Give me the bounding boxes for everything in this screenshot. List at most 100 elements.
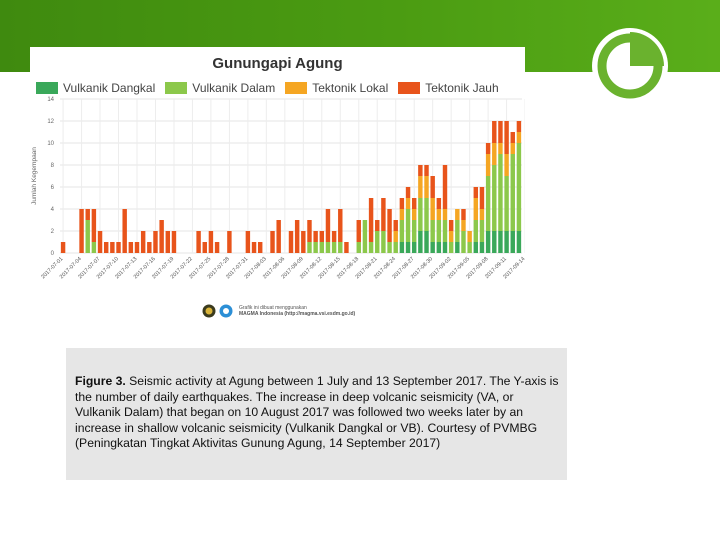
bar-segment xyxy=(393,220,398,231)
bar-segment xyxy=(307,242,312,253)
bar-segment xyxy=(153,231,158,253)
bar-segment xyxy=(325,242,331,253)
bar-segment xyxy=(467,242,472,253)
bar-segment xyxy=(424,165,429,176)
bar-segment xyxy=(418,176,423,198)
bar-segment xyxy=(79,209,84,253)
bar-segment xyxy=(331,231,337,242)
bar-segment xyxy=(448,231,454,242)
bar-segment xyxy=(510,154,515,231)
legend-swatch xyxy=(165,82,188,94)
bar-segment xyxy=(424,198,429,231)
legend-label: Tektonik Jauh xyxy=(425,81,499,95)
credit-line-2: MAGMA Indonesia (http://magma.vsi.esdm.g… xyxy=(239,311,356,317)
bar-segment xyxy=(455,242,460,253)
bar-segment xyxy=(134,242,140,253)
bar-segment xyxy=(467,231,472,242)
bar-segment xyxy=(424,231,429,253)
bar-segment xyxy=(356,242,361,253)
bar-segment xyxy=(208,231,214,253)
caption-text: Seismic activity at Agung between 1 July… xyxy=(75,374,559,451)
bar-segment xyxy=(510,143,515,154)
bar-segment xyxy=(387,209,392,242)
bar-segment xyxy=(325,209,331,242)
bar-segment xyxy=(91,242,97,253)
pie-chart-logo-icon xyxy=(592,28,668,104)
bar-segment xyxy=(122,209,127,253)
bar-segment xyxy=(461,220,466,231)
legend-label: Vulkanik Dalam xyxy=(192,81,276,95)
bar-segment xyxy=(504,154,509,176)
bar-segment xyxy=(202,242,207,253)
bar-segment xyxy=(430,220,435,242)
bar-segment xyxy=(301,231,306,253)
bar-segment xyxy=(418,231,423,253)
bar-segment xyxy=(294,220,300,253)
y-tick-label: 6 xyxy=(51,185,55,191)
bar-segment xyxy=(85,220,90,253)
bar-segment xyxy=(473,198,479,220)
bar-segment xyxy=(159,220,164,253)
bar-segment xyxy=(448,242,454,253)
legend-label: Tektonik Lokal xyxy=(312,81,389,95)
bar-segment xyxy=(479,187,485,209)
bar-segment xyxy=(479,209,485,220)
legend-swatch xyxy=(36,82,58,94)
legend-item-0: Vulkanik Dangkal xyxy=(36,81,155,95)
bar-segment xyxy=(430,198,435,220)
bar-segment xyxy=(171,231,177,253)
caption-box: Figure 3. Seismic activity at Agung betw… xyxy=(66,348,567,480)
esdm-logo-icon xyxy=(202,304,216,318)
bar-segment xyxy=(313,242,318,253)
y-tick-label: 0 xyxy=(51,251,55,257)
bar-segment xyxy=(251,242,257,253)
bar-segment xyxy=(436,198,442,209)
bar-segment xyxy=(436,242,442,253)
bar-segment xyxy=(405,198,411,209)
legend-swatch xyxy=(285,82,308,94)
bar-segment xyxy=(498,143,503,154)
bar-segment xyxy=(492,231,497,253)
bar-segment xyxy=(405,242,411,253)
bar-segment xyxy=(485,176,491,231)
y-tick-label: 10 xyxy=(47,141,54,147)
bar-segment xyxy=(492,165,497,231)
bar-segment xyxy=(510,231,515,253)
bar-segment xyxy=(473,187,479,198)
bar-segment xyxy=(307,220,312,242)
chart-legend: Vulkanik Dangkal Vulkanik Dalam Tektonik L… xyxy=(36,80,509,96)
bar-segment xyxy=(442,165,448,209)
bar-segment xyxy=(313,231,318,242)
bar-segment xyxy=(455,220,460,242)
bar-segment xyxy=(516,121,522,132)
bar-segment xyxy=(436,220,442,242)
bar-segment xyxy=(288,231,294,253)
chart-title: Gunungapi Agung xyxy=(212,55,343,72)
bar-segment xyxy=(362,220,368,253)
bar-segment xyxy=(368,198,374,242)
y-tick-label: 12 xyxy=(47,119,54,125)
credit-line-1: Grafik ini dibuat menggunakan xyxy=(239,305,307,311)
legend-item-2: Tektonik Lokal xyxy=(285,81,388,95)
y-tick-label: 4 xyxy=(51,207,55,213)
bar-segment xyxy=(504,121,509,154)
bar-segment xyxy=(492,121,497,143)
bar-segment xyxy=(516,143,522,231)
bar-segment xyxy=(498,231,503,253)
bar-segment xyxy=(165,231,171,253)
bar-segment xyxy=(405,187,411,198)
bar-segment xyxy=(516,132,522,143)
bar-segment xyxy=(399,242,405,253)
bar-segment xyxy=(411,209,417,220)
chart-panel: Gunungapi Agung Vulkanik Dangkal Vulkanik… xyxy=(30,47,525,337)
bar-segment xyxy=(442,209,448,220)
legend-item-1: Vulkanik Dalam xyxy=(165,81,275,95)
bar-segment xyxy=(411,220,417,242)
bar-segment xyxy=(97,231,103,253)
bar-segment xyxy=(338,209,343,242)
bar-segment xyxy=(393,242,398,253)
bar-segment xyxy=(344,242,349,253)
chart-credit: Grafik ini dibuat menggunakan MAGMA Indo… xyxy=(202,304,355,318)
bar-segment xyxy=(387,242,392,253)
bar-segment xyxy=(276,220,281,253)
